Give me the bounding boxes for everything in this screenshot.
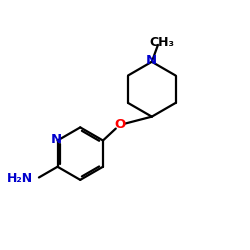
- Text: N: N: [51, 133, 62, 146]
- Text: N: N: [146, 54, 157, 67]
- Text: O: O: [114, 118, 125, 132]
- Text: H₂N: H₂N: [7, 172, 33, 185]
- Text: CH₃: CH₃: [150, 36, 175, 49]
